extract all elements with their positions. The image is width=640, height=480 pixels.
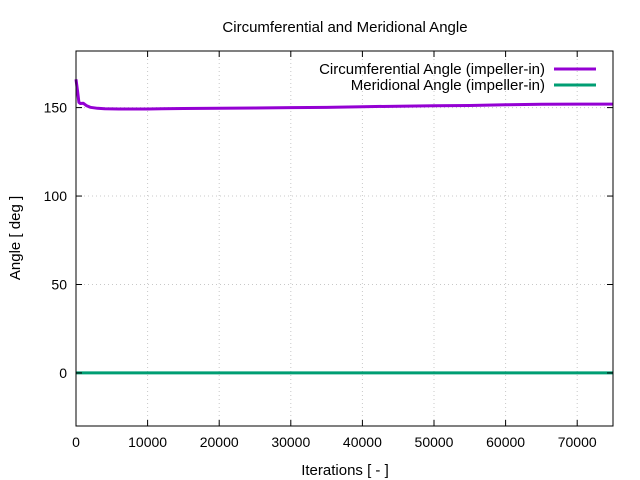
x-tick-label: 10000 [128, 434, 167, 450]
y-tick-label: 150 [44, 100, 68, 116]
series-line-1 [74, 79, 613, 111]
y-axis-label: Angle [ deg ] [7, 196, 24, 280]
x-tick-label: 20000 [200, 434, 239, 450]
plot-frame [75, 50, 614, 427]
chart-title: Circumferential and Meridional Angle [222, 19, 467, 36]
x-tick-label: 50000 [415, 434, 454, 450]
x-tick-label: 40000 [343, 434, 382, 450]
x-tick-label: 60000 [486, 434, 525, 450]
legend-label-2: Meridional Angle (impeller-in) [351, 77, 545, 94]
y-tick-label: 50 [51, 276, 67, 292]
y-tick-label: 0 [59, 365, 67, 381]
x-tick-label: 30000 [271, 434, 310, 450]
legend-label-1: Circumferential Angle (impeller-in) [319, 61, 545, 78]
axis-ticks: 0 10000 20000 30000 40000 50000 60000 70000 0 50 1… [44, 51, 613, 450]
legend: Circumferential Angle (impeller-in)Merid… [319, 61, 596, 94]
x-axis-label: Iterations [ - ] [301, 462, 389, 479]
plot-area [74, 79, 613, 375]
x-tick-label: 0 [72, 434, 80, 450]
x-tick-label: 70000 [558, 434, 597, 450]
y-tick-label: 100 [44, 188, 68, 204]
